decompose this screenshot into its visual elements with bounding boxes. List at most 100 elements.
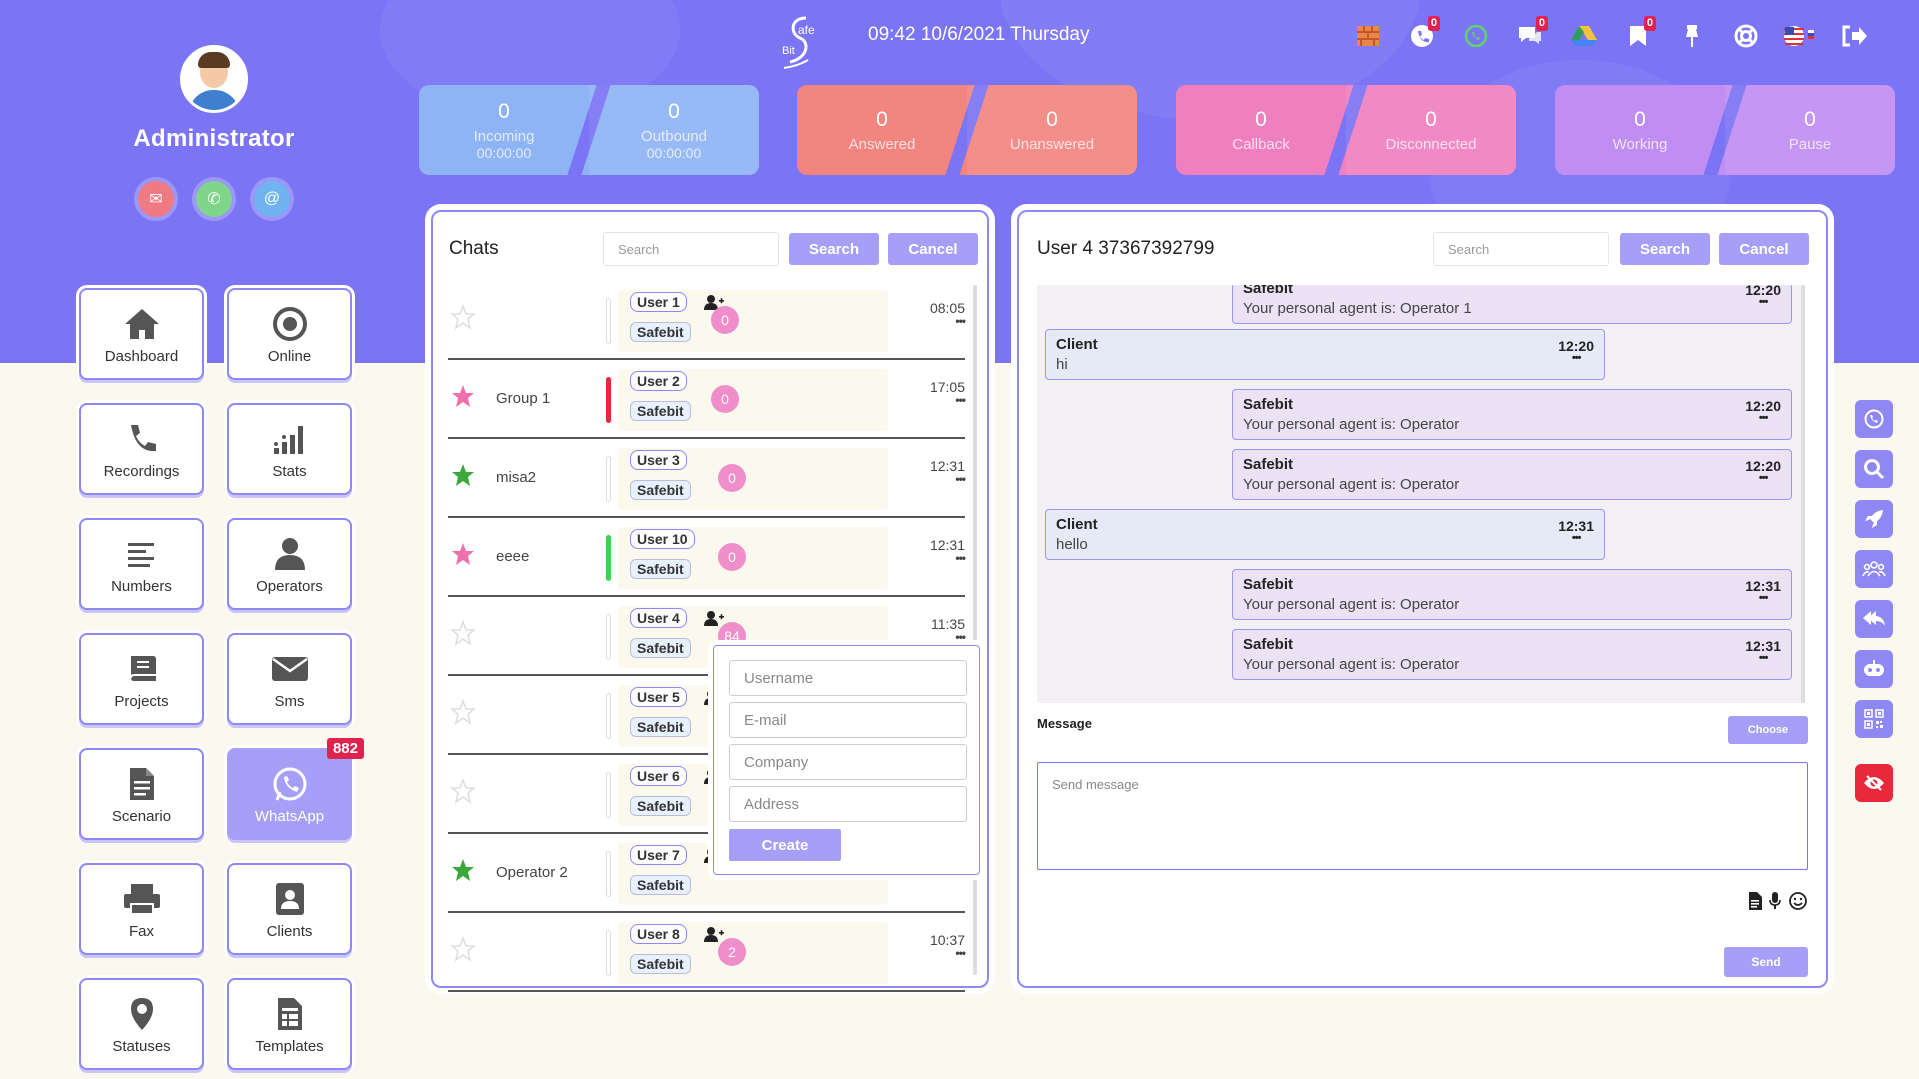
attach-file-icon[interactable] xyxy=(1747,891,1763,916)
at-icon[interactable]: @ xyxy=(254,181,290,217)
send-button[interactable]: Send xyxy=(1724,947,1808,977)
user-tag[interactable]: User 4 xyxy=(630,608,687,628)
whatsapp-icon[interactable]: ✆ xyxy=(196,181,232,217)
message-input[interactable]: Send message xyxy=(1037,762,1808,870)
language-flag-icon[interactable] xyxy=(1782,20,1818,52)
username-field[interactable]: Username xyxy=(729,660,967,696)
safebit-tag[interactable]: Safebit xyxy=(630,322,691,342)
chat-bubbles-icon[interactable]: 0 xyxy=(1512,16,1548,52)
add-user-icon[interactable] xyxy=(704,926,724,946)
user-tag[interactable]: User 10 xyxy=(630,529,695,549)
qr-code-icon[interactable] xyxy=(1855,700,1893,738)
more-icon[interactable]: ••• xyxy=(955,472,966,486)
chats-scrollbar[interactable] xyxy=(973,285,977,975)
chats-search-button[interactable]: Search xyxy=(789,233,879,265)
sidebar-item-recordings[interactable]: Recordings xyxy=(79,403,204,495)
email-field[interactable]: E-mail xyxy=(729,702,967,738)
more-icon[interactable]: ••• xyxy=(1758,652,1769,664)
conversation-search-button[interactable]: Search xyxy=(1620,233,1710,265)
safebit-tag[interactable]: Safebit xyxy=(630,717,691,737)
address-field[interactable]: Address xyxy=(729,786,967,822)
mail-icon[interactable]: ✉ xyxy=(138,181,174,217)
chat-row[interactable]: Group 1 User 2 Safebit 0 17:05 ••• xyxy=(448,361,966,439)
more-icon[interactable]: ••• xyxy=(1758,412,1769,424)
messages-scrollbar[interactable] xyxy=(1801,285,1805,703)
user-tag[interactable]: User 8 xyxy=(630,924,687,944)
rocket-icon[interactable] xyxy=(1855,500,1893,538)
sidebar-item-operators[interactable]: Operators xyxy=(227,518,352,610)
sidebar-item-scenario[interactable]: Scenario xyxy=(79,748,204,840)
sidebar-item-clients[interactable]: Clients xyxy=(227,863,352,955)
sidebar-item-templates[interactable]: Templates xyxy=(227,978,352,1070)
more-icon[interactable]: ••• xyxy=(955,393,966,407)
logout-icon[interactable] xyxy=(1836,20,1872,52)
choose-button[interactable]: Choose xyxy=(1728,716,1808,744)
group-icon[interactable] xyxy=(1855,550,1893,588)
star-icon[interactable] xyxy=(450,857,476,890)
whatsapp-top-icon[interactable] xyxy=(1458,20,1494,52)
user-tag[interactable]: User 6 xyxy=(630,766,687,786)
safebit-logo[interactable]: afe Bit xyxy=(778,12,818,70)
google-drive-icon[interactable] xyxy=(1566,20,1602,52)
search-rail-icon[interactable] xyxy=(1855,450,1893,488)
sidebar-item-sms[interactable]: Sms xyxy=(227,633,352,725)
sidebar-item-dashboard[interactable]: Dashboard xyxy=(79,288,204,380)
add-user-icon[interactable] xyxy=(704,610,724,630)
star-icon[interactable] xyxy=(449,698,477,732)
eye-hide-icon[interactable] xyxy=(1855,764,1893,802)
sidebar-item-projects[interactable]: Projects xyxy=(79,633,204,725)
user-tag[interactable]: User 3 xyxy=(630,450,687,470)
more-icon[interactable]: ••• xyxy=(1758,592,1769,604)
create-button[interactable]: Create xyxy=(729,829,841,861)
bot-icon[interactable] xyxy=(1855,650,1893,688)
more-icon[interactable]: ••• xyxy=(955,946,966,960)
reply-all-icon[interactable] xyxy=(1855,600,1893,638)
more-icon[interactable]: ••• xyxy=(955,630,966,644)
chat-row[interactable]: User 8 Safebit 2 10:37 ••• xyxy=(448,914,966,992)
add-user-icon[interactable] xyxy=(704,294,724,314)
stat-card[interactable]: 0 Answered 0 Unanswered xyxy=(797,85,1137,175)
more-icon[interactable]: ••• xyxy=(955,551,966,565)
star-icon[interactable] xyxy=(450,541,476,574)
sidebar-item-online[interactable]: Online xyxy=(227,288,352,380)
more-icon[interactable]: ••• xyxy=(1758,296,1769,308)
sidebar-item-stats[interactable]: Stats xyxy=(227,403,352,495)
stat-card[interactable]: 0 Callback 0 Disconnected xyxy=(1176,85,1516,175)
chat-row[interactable]: misa2 User 3 Safebit 0 12:31 ••• xyxy=(448,440,966,518)
more-icon[interactable]: ••• xyxy=(1571,352,1582,364)
microphone-icon[interactable] xyxy=(1768,891,1782,916)
avatar[interactable] xyxy=(180,45,248,113)
more-icon[interactable]: ••• xyxy=(1758,472,1769,484)
star-icon[interactable] xyxy=(450,383,476,416)
more-icon[interactable]: ••• xyxy=(955,314,966,328)
conversation-cancel-button[interactable]: Cancel xyxy=(1719,233,1809,265)
user-tag[interactable]: User 7 xyxy=(630,845,687,865)
sidebar-item-numbers[interactable]: Numbers xyxy=(79,518,204,610)
star-icon[interactable] xyxy=(449,303,477,337)
safebit-tag[interactable]: Safebit xyxy=(630,796,691,816)
star-icon[interactable] xyxy=(449,777,477,811)
emoji-icon[interactable] xyxy=(1788,891,1808,916)
safebit-tag[interactable]: Safebit xyxy=(630,638,691,658)
chat-row[interactable]: eeee User 10 Safebit 0 12:31 ••• xyxy=(448,519,966,597)
pin-icon[interactable] xyxy=(1674,20,1710,52)
company-field[interactable]: Company xyxy=(729,744,967,780)
safebit-tag[interactable]: Safebit xyxy=(630,559,691,579)
bookmark-icon[interactable]: 0 xyxy=(1620,16,1656,52)
conversation-search-input[interactable]: Search xyxy=(1433,232,1609,266)
support-icon[interactable] xyxy=(1728,20,1764,52)
stat-card[interactable]: 0 Working 0 Pause xyxy=(1555,85,1895,175)
safebit-tag[interactable]: Safebit xyxy=(630,401,691,421)
user-tag[interactable]: User 1 xyxy=(630,292,687,312)
safebit-tag[interactable]: Safebit xyxy=(630,954,691,974)
star-icon[interactable] xyxy=(449,935,477,969)
sidebar-item-whatsapp[interactable]: WhatsApp 882 xyxy=(227,738,364,840)
stat-card[interactable]: 0 Incoming 00:00:00 0 Outbound 00:00:00 xyxy=(419,85,759,175)
safebit-tag[interactable]: Safebit xyxy=(630,875,691,895)
sidebar-item-statuses[interactable]: Statuses xyxy=(79,978,204,1070)
star-icon[interactable] xyxy=(450,462,476,495)
user-tag[interactable]: User 5 xyxy=(630,687,687,707)
whatsapp-rail-icon[interactable] xyxy=(1855,400,1893,438)
firewall-icon[interactable] xyxy=(1350,20,1386,52)
chats-search-input[interactable]: Search xyxy=(603,232,779,266)
